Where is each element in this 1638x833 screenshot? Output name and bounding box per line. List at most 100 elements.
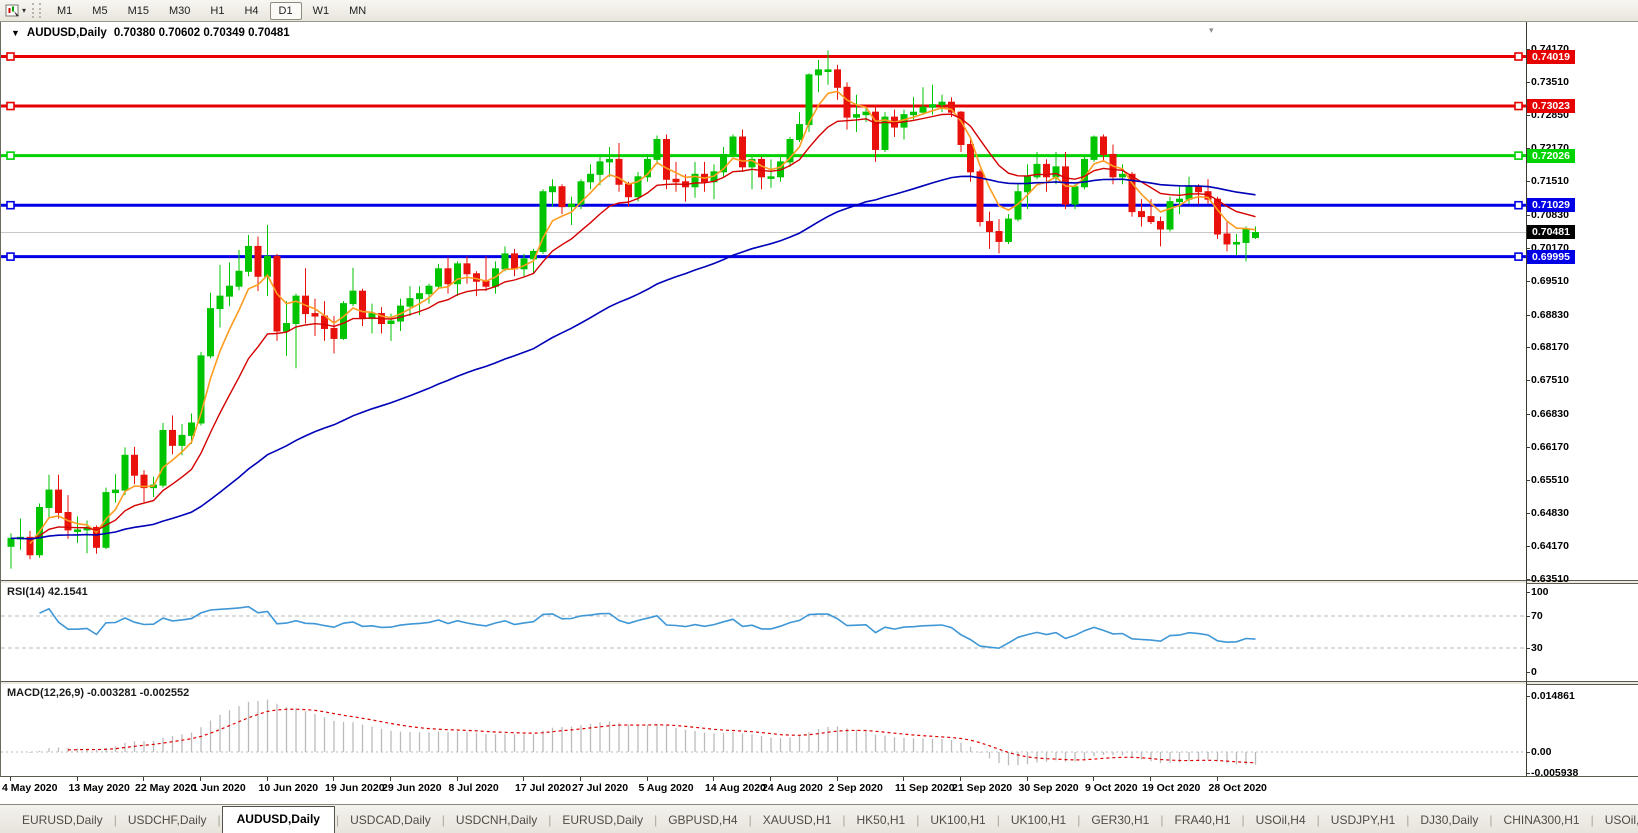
- horizontal-level-line-0.73023[interactable]: [1, 101, 1526, 111]
- horizontal-level-line-0.71029[interactable]: [1, 200, 1526, 210]
- candle: [245, 234, 252, 277]
- timeframe-button-m5[interactable]: M5: [92, 4, 108, 17]
- chart-tab-usdjpy-h1[interactable]: USDJPY,H1: [1330, 813, 1396, 827]
- candle: [1223, 221, 1231, 252]
- line-handle[interactable]: [1514, 52, 1523, 61]
- chart-tab-ger30-h1[interactable]: GER30,H1: [1091, 813, 1150, 827]
- current-price-badge: 0.70481: [1527, 225, 1575, 239]
- timeframe-button-mn[interactable]: MN: [349, 4, 367, 17]
- candle: [1166, 196, 1174, 232]
- macd-label: MACD(12,26,9) -0.003281 -0.002552: [7, 687, 190, 699]
- candle: [900, 109, 908, 140]
- toolbar-grip[interactable]: [32, 3, 42, 18]
- line-handle[interactable]: [1514, 101, 1523, 111]
- time-axis[interactable]: 4 May 2020 13 May 2020 22 May 2020 1 Jun 20…: [0, 777, 1638, 804]
- candle: [587, 164, 594, 190]
- chart-tab-usoil-h4[interactable]: USOil,H4: [1255, 813, 1306, 827]
- candle: [1138, 199, 1145, 227]
- price-level-badge: 0.74019: [1527, 50, 1575, 64]
- chart-tab-usdcnh-daily[interactable]: USDCNH,Daily: [455, 813, 538, 827]
- horizontal-level-line-0.69995[interactable]: [1, 252, 1526, 261]
- chart-tab-usdcad-daily[interactable]: USDCAD,Daily: [350, 813, 431, 827]
- chart-tab-eurusd-daily[interactable]: EURUSD,Daily: [562, 813, 644, 827]
- time-axis-label: 9 Oct 2020: [1085, 782, 1138, 794]
- chart-tab-gbpusd-h4[interactable]: GBPUSD,H4: [668, 813, 738, 827]
- rsi-axis-label: 30: [1526, 642, 1543, 654]
- timeframe-button-w1[interactable]: W1: [312, 4, 330, 17]
- line-handle[interactable]: [1514, 151, 1523, 160]
- timeframe-button-h4[interactable]: H4: [244, 4, 259, 17]
- candle: [321, 301, 328, 341]
- line-handle[interactable]: [6, 151, 15, 160]
- price-pane[interactable]: [1, 22, 1526, 580]
- candle: [283, 301, 290, 356]
- price-level-badge: 0.72026: [1527, 149, 1575, 163]
- tab-separator: |: [1241, 813, 1245, 827]
- candle: [691, 161, 699, 198]
- chart-menu-icon[interactable]: ▼: [11, 28, 20, 38]
- time-axis-label: 19 Jun 2020: [325, 782, 385, 794]
- timeframe-button-d1[interactable]: D1: [269, 1, 302, 20]
- time-axis-label: 28 Oct 2020: [1208, 782, 1267, 794]
- candle: [359, 288, 366, 326]
- candle: [302, 268, 309, 324]
- rsi-label: RSI(14) 42.1541: [7, 586, 88, 598]
- time-axis-label: 13 May 2020: [68, 782, 130, 794]
- line-handle[interactable]: [6, 200, 15, 210]
- line-handle[interactable]: [6, 52, 15, 61]
- chart-tab-uk100-h1[interactable]: UK100,H1: [930, 813, 986, 827]
- candle: [653, 135, 661, 165]
- rsi-pane[interactable]: [1, 583, 1526, 681]
- time-axis-tick: [1150, 777, 1151, 781]
- chart-tab-xauusd-h1[interactable]: XAUUSD,H1: [762, 813, 832, 827]
- line-handle[interactable]: [1514, 252, 1523, 261]
- candle: [758, 156, 765, 190]
- candle: [976, 169, 984, 227]
- macd-signal-line: [67, 708, 1256, 764]
- horizontal-level-line-0.74019[interactable]: [1, 52, 1526, 61]
- chart-shift-marker[interactable]: ▾: [1209, 25, 1214, 35]
- chevron-down-icon[interactable]: ▾: [22, 6, 27, 15]
- chart-tab-dj30-daily[interactable]: DJ30,Daily: [1420, 813, 1479, 827]
- chart-tab-hk50-h1[interactable]: HK50,H1: [856, 813, 906, 827]
- horizontal-level-line-0.72026[interactable]: [1, 151, 1526, 160]
- time-axis-tick: [646, 777, 648, 781]
- timeframe-button-m1[interactable]: M1: [57, 4, 73, 17]
- time-axis-tick: [200, 777, 201, 781]
- chart-tab-fra40-h1[interactable]: FRA40,H1: [1174, 813, 1231, 827]
- line-handle[interactable]: [6, 252, 15, 261]
- candle: [435, 263, 442, 289]
- candle: [1176, 186, 1183, 215]
- chart-tabs: EURUSD,Daily | USDCHF,Daily | AUDUSD,Daily | U…: [12, 805, 1638, 833]
- moving-average-medium: [29, 113, 1256, 542]
- chart-tab-china300-h1[interactable]: CHINA300,H1: [1503, 813, 1580, 827]
- price-axis-tick: 0.73510: [1526, 76, 1569, 88]
- macd-axis-label: 0.00: [1525, 746, 1552, 758]
- candle: [55, 474, 62, 519]
- line-handle[interactable]: [6, 101, 15, 111]
- time-axis-label: 1 Jun 2020: [192, 782, 246, 794]
- tab-separator: |: [441, 813, 445, 827]
- candle: [131, 446, 138, 485]
- timeframe-button-m30[interactable]: M30: [168, 4, 191, 17]
- candle: [349, 267, 357, 307]
- candle: [473, 271, 480, 297]
- chart-tab-usdchf-daily[interactable]: USDCHF,Daily: [127, 813, 207, 827]
- chart-tab-uk100-h1[interactable]: UK100,H1: [1010, 813, 1067, 827]
- candle: [549, 179, 556, 207]
- price-level-badge: 0.71029: [1527, 198, 1575, 212]
- candle: [919, 87, 927, 115]
- chart-tab-usoil-h1[interactable]: USOil,H1: [1604, 813, 1638, 827]
- chart-tab-audusd-daily[interactable]: AUDUSD,Daily: [221, 806, 335, 833]
- macd-pane[interactable]: [1, 684, 1526, 776]
- tab-separator: |: [1489, 813, 1493, 827]
- line-handle[interactable]: [1514, 200, 1523, 210]
- timeframe-button-h1[interactable]: H1: [210, 4, 225, 17]
- timeframe-button-m15[interactable]: M15: [127, 4, 149, 17]
- chart-tab-eurusd-daily[interactable]: EURUSD,Daily: [22, 813, 103, 827]
- candle: [159, 422, 167, 488]
- candle: [663, 134, 670, 190]
- chart-cursor-icon[interactable]: [3, 3, 21, 18]
- candle: [378, 307, 385, 334]
- candle: [273, 253, 281, 341]
